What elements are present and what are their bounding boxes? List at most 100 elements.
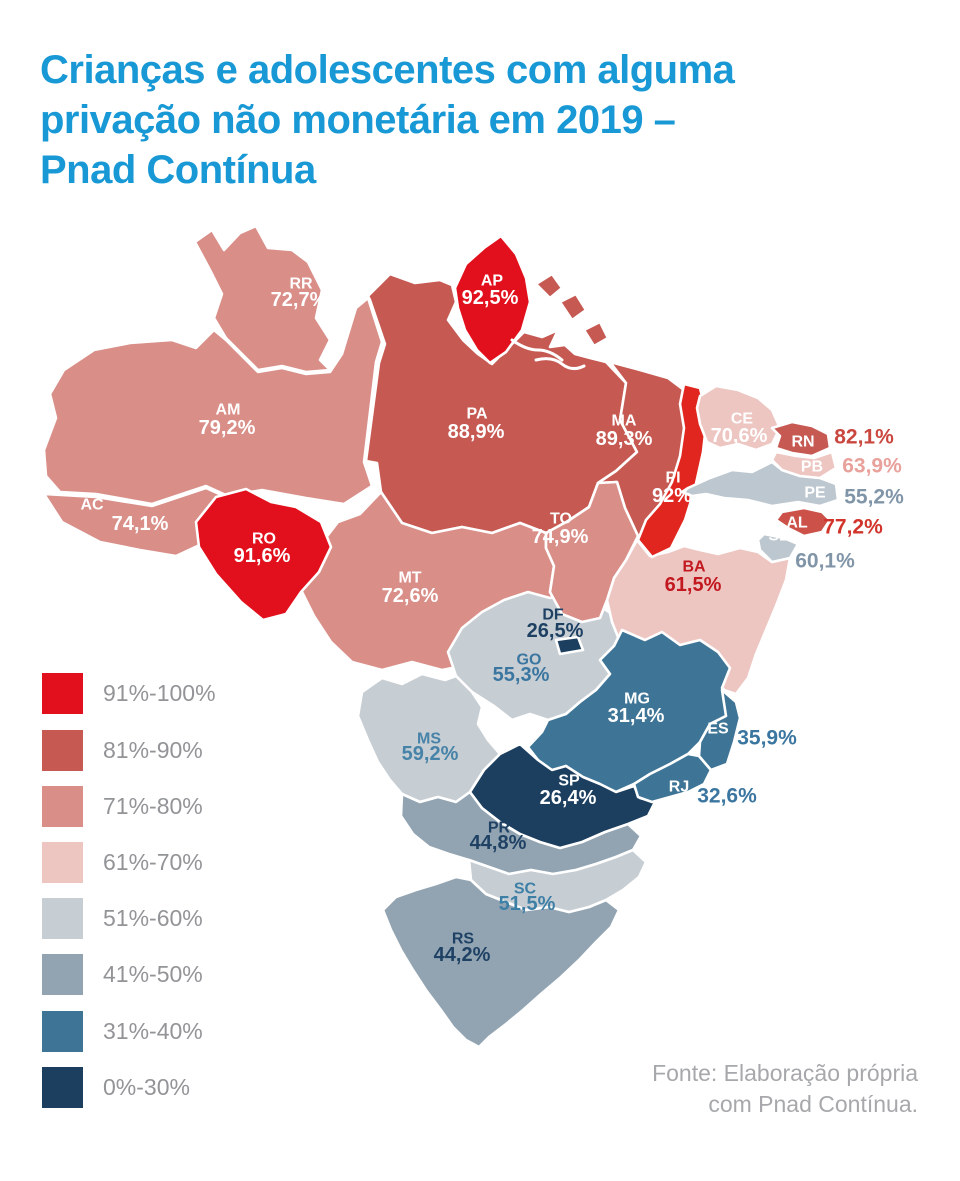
state-MA-code-label: MA [612, 413, 637, 430]
state-CE-code-label: CE [731, 411, 754, 428]
legend-item: 71%-80% [42, 786, 203, 827]
state-AP-value-label: 92,5% [462, 287, 519, 309]
state-PE-code-label: PE [804, 485, 826, 502]
title-line-2: privação não monetária em 2019 – [40, 97, 676, 142]
state-PR-value-label: 44,8% [470, 832, 527, 854]
legend-label: 81%-90% [103, 737, 203, 763]
state-RR-region [193, 224, 332, 374]
state-SC-value-label: 51,5% [499, 893, 556, 915]
source-line-1: Fonte: Elaboração própria [652, 1060, 918, 1086]
legend-swatch-61-70 [42, 842, 83, 883]
state-AC-code-label: AC [80, 497, 104, 514]
legend-item: 31%-40% [42, 1011, 203, 1052]
state-PA-code-label: PA [466, 406, 487, 423]
legend-label: 41%-50% [103, 961, 203, 987]
state-RJ-value-label: 32,6% [697, 785, 757, 808]
state-RN-value-label: 82,1% [834, 426, 894, 449]
legend-item: 51%-60% [42, 898, 203, 939]
amazon-channel-1 [510, 338, 564, 362]
state-AC-value-label: 74,1% [112, 513, 169, 535]
legend-item: 81%-90% [42, 730, 203, 771]
legend-item: 61%-70% [42, 842, 203, 883]
state-GO-code-label: GO [517, 652, 542, 669]
state-AL-region [774, 506, 832, 538]
state-PB-value-label: 63,9% [842, 455, 902, 478]
state-BA-value-label: 61,5% [665, 574, 722, 596]
state-SE-region [756, 532, 800, 564]
state-PB-code-label: PB [801, 459, 823, 476]
amazon-channel-2 [534, 357, 586, 371]
state-RO-region [194, 487, 333, 622]
state-AL-value-label: 77,2% [823, 516, 883, 539]
state-PA-value-label: 88,9% [448, 421, 505, 443]
state-ES-value-label: 35,9% [737, 727, 797, 750]
state-RR-value-label: 72,7% [271, 289, 328, 311]
title-line-1: Crianças e adolescentes com alguma [40, 47, 735, 92]
state-PR-code-label: PR [488, 820, 511, 837]
state-TO-code-label: TO [550, 511, 572, 528]
state-DF-region [554, 635, 585, 656]
legend-label: 91%-100% [103, 680, 216, 706]
state-CE-value-label: 70,6% [711, 425, 768, 447]
legend-swatch-51-60 [42, 898, 83, 939]
state-AM-code-label: AM [216, 402, 241, 419]
state-AM-value-label: 79,2% [199, 417, 256, 439]
state-PE-value-label: 55,2% [844, 486, 904, 509]
marajo-islet-1 [534, 272, 564, 300]
state-CE-region [695, 384, 782, 452]
state-AP-code-label: AP [481, 273, 504, 290]
state-MA-value-label: 89,3% [596, 428, 653, 450]
state-RJ-region [632, 752, 713, 804]
state-DF-value-label: 26,5% [527, 620, 584, 642]
state-PI-code-label: PI [665, 470, 680, 487]
legend-item: 91%-100% [42, 673, 216, 714]
legend-label: 51%-60% [103, 905, 203, 931]
state-MG-value-label: 31,4% [608, 705, 665, 727]
marajo-islet-2 [558, 292, 588, 322]
legend-label: 61%-70% [103, 849, 203, 875]
page-title: Crianças e adolescentes com alguma priva… [40, 45, 735, 195]
state-RS-value-label: 44,2% [434, 944, 491, 966]
state-GO-value-label: 55,3% [493, 664, 550, 686]
state-MT-code-label: MT [398, 570, 421, 587]
state-AP-region [453, 234, 532, 365]
legend-item: 0%-30% [42, 1067, 190, 1108]
state-PI-value-label: 92% [652, 485, 692, 507]
legend-swatch-71-80 [42, 786, 83, 827]
state-PE-region [680, 460, 840, 508]
state-RR-code-label: RR [289, 276, 313, 293]
state-SC-code-label: SC [514, 881, 537, 898]
source-line-2: com Pnad Contínua. [708, 1091, 918, 1117]
state-MS-value-label: 59,2% [402, 743, 459, 765]
legend-label: 0%-30% [103, 1074, 190, 1100]
state-SP-code-label: SP [558, 773, 580, 790]
state-RO-value-label: 91,6% [234, 545, 291, 567]
state-RJ-code-label: RJ [669, 779, 689, 796]
state-AM-region [42, 296, 384, 506]
state-MT-value-label: 72,6% [382, 585, 439, 607]
state-SE-value-label: 60,1% [795, 550, 855, 573]
legend-swatch-0-30 [42, 1067, 83, 1108]
state-PB-region [770, 450, 838, 480]
title-line-3: Pnad Contínua [40, 147, 316, 192]
state-SE-code-label: SE [768, 528, 790, 545]
state-DF-code-label: DF [542, 607, 564, 624]
legend-item: 41%-50% [42, 954, 203, 995]
state-MG-code-label: MG [624, 691, 650, 708]
state-TO-value-label: 74,9% [532, 526, 589, 548]
legend-swatch-91-100 [42, 673, 83, 714]
legend-swatch-41-50 [42, 954, 83, 995]
state-SC-region [467, 848, 648, 914]
state-SP-value-label: 26,4% [540, 787, 597, 809]
state-ES-region [697, 688, 742, 772]
source-note: Fonte: Elaboração própria com Pnad Contí… [652, 1058, 918, 1120]
legend-label: 31%-40% [103, 1018, 203, 1044]
state-TO-region [544, 480, 640, 624]
legend-label: 71%-80% [103, 793, 203, 819]
state-AL-code-label: AL [786, 515, 808, 532]
state-RN-code-label: RN [791, 434, 814, 451]
legend-swatch-81-90 [42, 730, 83, 771]
state-BA-code-label: BA [682, 559, 706, 576]
